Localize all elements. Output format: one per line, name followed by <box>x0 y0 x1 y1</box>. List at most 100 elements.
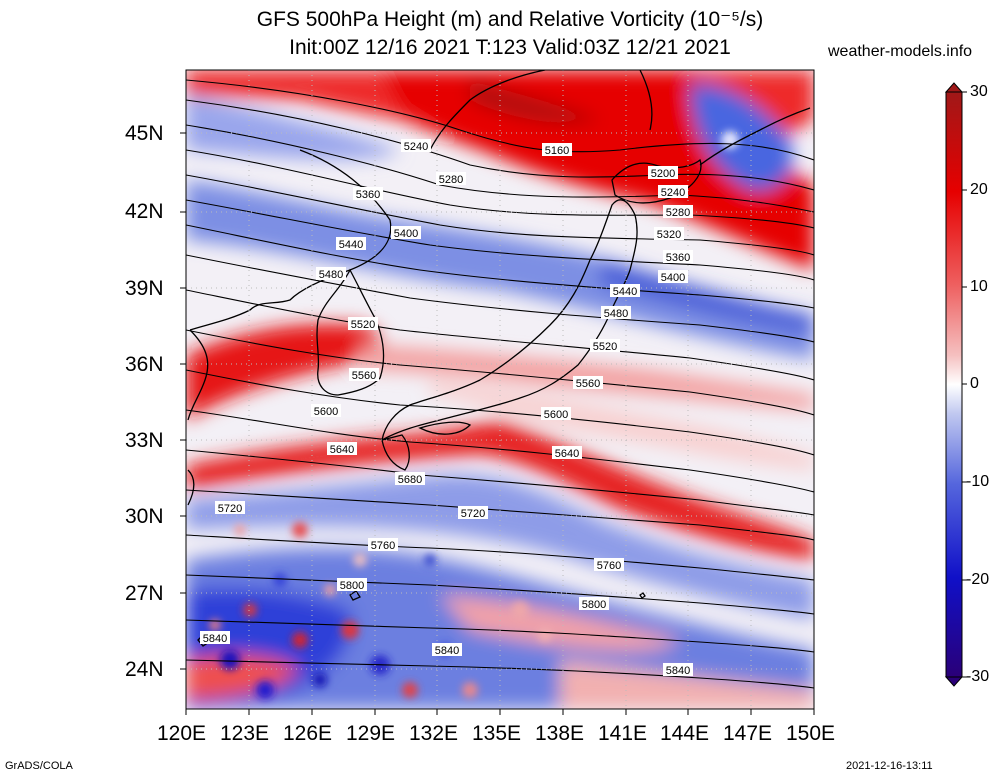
contour-label-box <box>311 404 341 417</box>
contour-label: 5680 <box>398 474 422 486</box>
colorbar-tick-label: -20 <box>966 571 990 588</box>
contour-label: 5720 <box>218 503 242 515</box>
contour-label: 5440 <box>613 286 637 298</box>
contour-label-box <box>552 446 582 459</box>
site-credit: weather-models.info <box>828 43 973 60</box>
lon-label: 132E <box>409 722 459 745</box>
contour-label: 5240 <box>404 141 428 153</box>
contour-label-box <box>336 237 366 250</box>
contour-label: 5600 <box>544 409 568 421</box>
contour-label: 5760 <box>597 560 621 572</box>
contour-label-box <box>316 267 346 280</box>
colorbar-scale <box>945 91 963 678</box>
contour-label-box <box>648 166 678 179</box>
map-title-line1: GFS 500hPa Height (m) and Relative Vorti… <box>256 8 764 31</box>
contour-label: 5280 <box>439 174 463 186</box>
lon-label: 123E <box>220 722 270 745</box>
contour-label-box <box>579 597 609 610</box>
contour-label: 5360 <box>356 189 380 201</box>
contour-label: 5480 <box>319 269 343 281</box>
lat-label: 36N <box>125 353 164 376</box>
map-field: 5240 5160 5200 5280 5240 5360 5280 5400 5320 5440… <box>186 70 814 709</box>
contour-label-box <box>658 185 688 198</box>
colorbar-max-arrow <box>944 82 964 93</box>
contour-label: 5640 <box>555 448 579 460</box>
lat-label: 45N <box>125 122 164 145</box>
contour-label: 5840 <box>435 645 459 657</box>
colorbar-tick-label: 0 <box>970 375 979 392</box>
contour-label: 5400 <box>394 228 418 240</box>
colorbar-tick-label: -30 <box>966 668 990 685</box>
lat-label: 30N <box>125 505 164 528</box>
colorbar-tick-label: 20 <box>970 181 988 198</box>
contour-label-box <box>436 172 466 185</box>
contour-label-box <box>590 339 620 352</box>
contour-label: 5840 <box>203 633 227 645</box>
colorbar-tick-label: -10 <box>966 473 990 490</box>
contour-label: 5840 <box>666 665 690 677</box>
contour-label-box <box>663 205 693 218</box>
height-contours <box>186 79 814 689</box>
contour-label: 5720 <box>461 508 485 520</box>
contour-label: 5520 <box>593 341 617 353</box>
colorbar <box>944 82 967 687</box>
contour-label: 5480 <box>604 308 628 320</box>
lon-label: 129E <box>346 722 396 745</box>
contour-label: 5560 <box>352 370 376 382</box>
contour-label-box <box>391 226 421 239</box>
contour-label-box <box>654 227 684 240</box>
contour-label: 5280 <box>666 207 690 219</box>
lon-label: 138E <box>535 722 585 745</box>
contour-label: 5560 <box>576 378 600 390</box>
lat-label: 42N <box>125 200 164 223</box>
contour-label-box <box>541 407 571 420</box>
colorbar-tick-label: 30 <box>970 83 988 100</box>
footer-timestamp: 2021-12-16-13:11 <box>846 760 933 772</box>
contour-label-box <box>395 472 425 485</box>
lon-label: 141E <box>598 722 648 745</box>
contour-label-box <box>601 306 631 319</box>
contour-label: 5160 <box>545 145 569 157</box>
contour-label-box <box>542 143 572 156</box>
contour-label: 5600 <box>314 406 338 418</box>
axis-ticks <box>180 132 815 715</box>
lon-label: 120E <box>157 722 207 745</box>
colorbar-min-arrow <box>944 676 964 687</box>
contour-label: 5800 <box>582 599 606 611</box>
contour-label-box <box>458 506 488 519</box>
contour-label-box <box>200 631 230 644</box>
contour-label-box <box>353 187 383 200</box>
contour-label-box <box>349 368 379 381</box>
contour-label: 5200 <box>651 168 675 180</box>
map-title-line2: Init:00Z 12/16 2021 T:123 Valid:03Z 12/2… <box>289 36 731 59</box>
lon-label: 135E <box>472 722 522 745</box>
contour-label: 5800 <box>340 580 364 592</box>
contour-label: 5240 <box>661 187 685 199</box>
contour-label-box <box>573 376 603 389</box>
lon-label: 126E <box>283 722 333 745</box>
contour-label: 5440 <box>339 239 363 251</box>
contour-label: 5400 <box>661 272 685 284</box>
contour-label-box <box>658 270 688 283</box>
contour-label-box <box>401 139 431 152</box>
contour-label-box <box>432 643 462 656</box>
contour-label-box <box>215 501 245 514</box>
contour-label-box <box>663 663 693 676</box>
lon-label: 150E <box>786 722 836 745</box>
lon-label: 147E <box>723 722 773 745</box>
contour-label: 5760 <box>371 540 395 552</box>
lat-label: 33N <box>125 429 164 452</box>
contour-labels: 5240 5160 5200 5280 5240 5360 5280 5400 5320 5440… <box>200 139 693 677</box>
lat-label: 27N <box>125 582 164 605</box>
contour-label: 5520 <box>351 319 375 331</box>
lat-label: 39N <box>125 277 164 300</box>
contour-label: 5640 <box>330 444 354 456</box>
lat-label: 24N <box>125 658 164 681</box>
contour-label-box <box>327 442 357 455</box>
lon-label: 144E <box>660 722 710 745</box>
contour-label: 5320 <box>657 229 681 241</box>
contour-label-box <box>594 558 624 571</box>
contour-label-box <box>337 578 367 591</box>
contour-label-box <box>368 538 398 551</box>
